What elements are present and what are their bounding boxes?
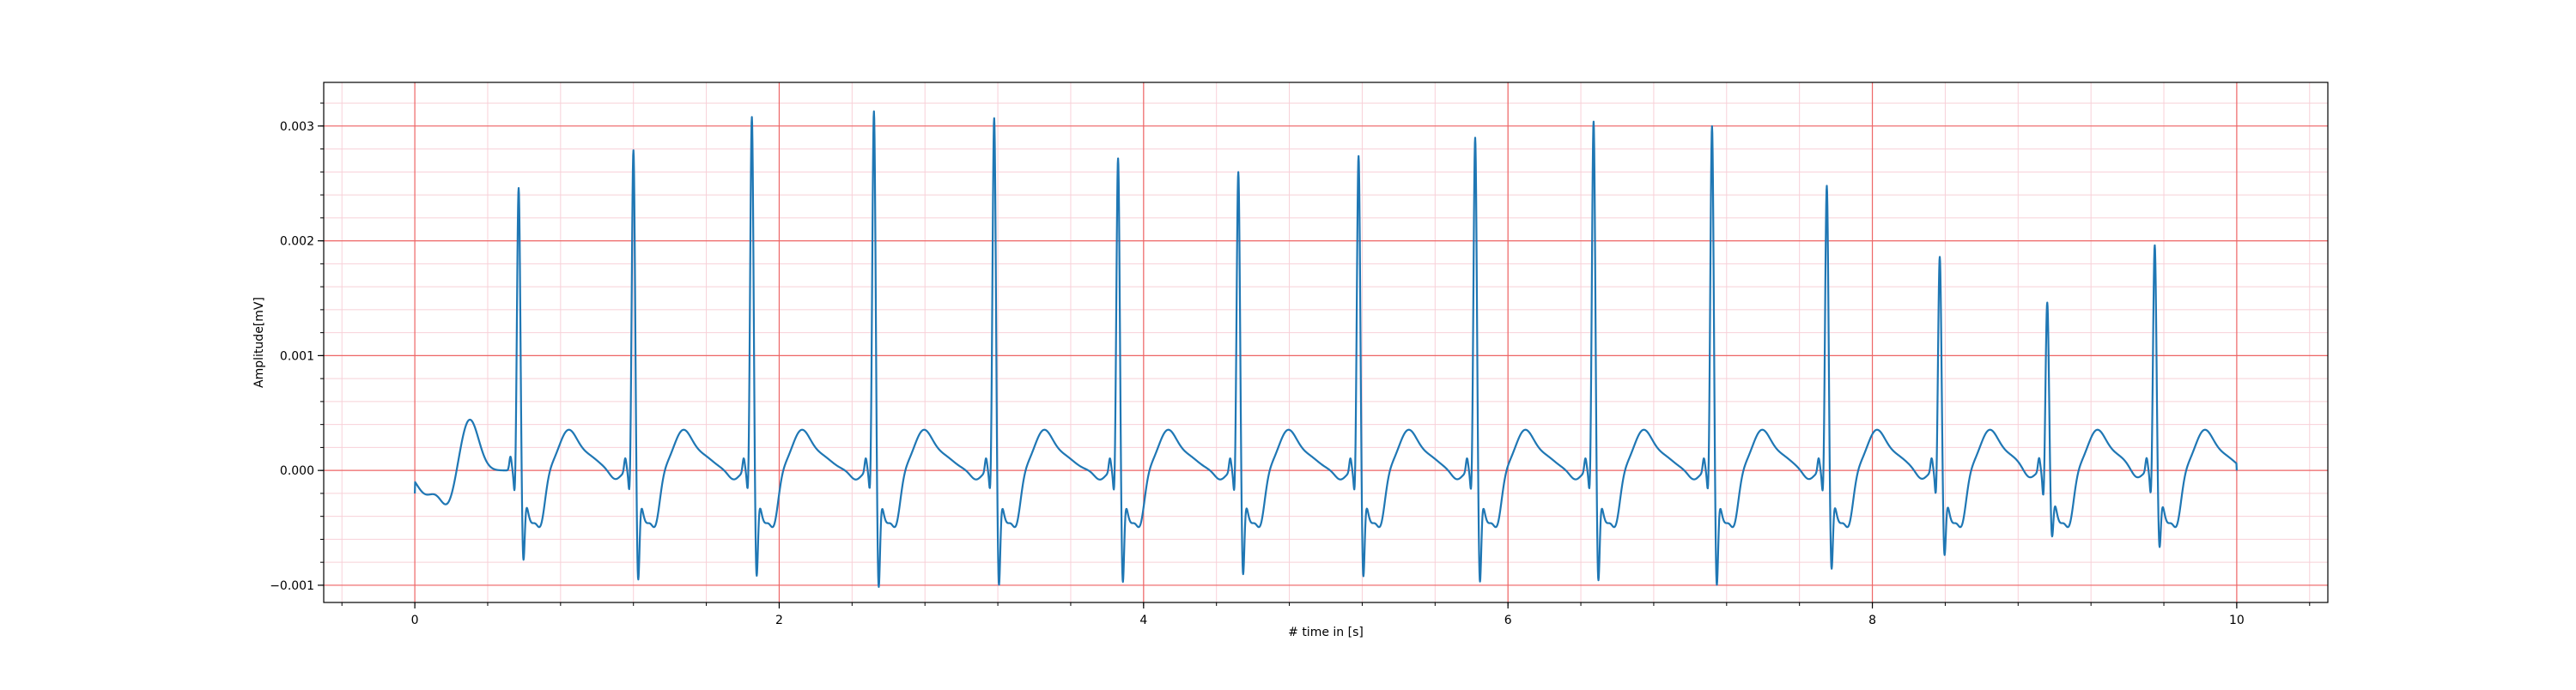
x-tick-label: 10 bbox=[2229, 614, 2245, 627]
x-tick-label: 0 bbox=[411, 614, 419, 627]
x-tick-label: 2 bbox=[775, 614, 783, 627]
x-axis-label: # time in [s] bbox=[1288, 626, 1364, 639]
y-tick-label: 0.000 bbox=[280, 464, 314, 478]
y-tick-label: 0.001 bbox=[280, 349, 314, 363]
y-axis-label: Amplitude[mV] bbox=[252, 297, 266, 388]
x-tick-label: 4 bbox=[1139, 614, 1147, 627]
y-tick-label: 0.002 bbox=[280, 235, 314, 249]
x-tick-label: 6 bbox=[1504, 614, 1512, 627]
y-tick-label: −0.001 bbox=[270, 579, 314, 593]
x-tick-label: 8 bbox=[1868, 614, 1876, 627]
y-tick-label: 0.003 bbox=[280, 120, 314, 134]
